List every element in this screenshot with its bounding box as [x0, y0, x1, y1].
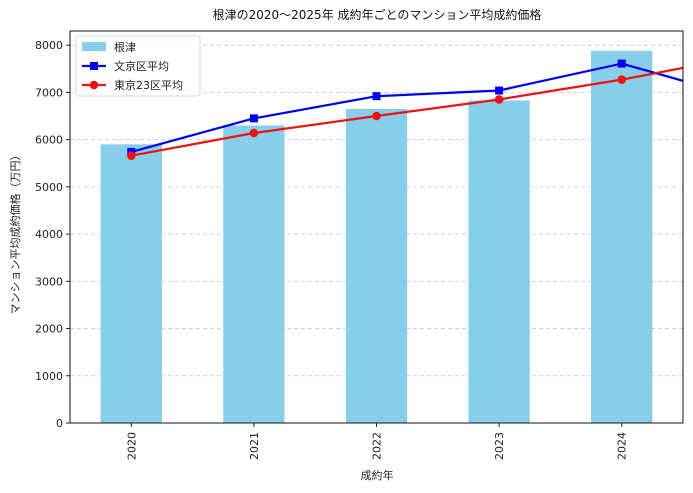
x-axis-title: 成約年 — [361, 468, 394, 482]
bar — [591, 50, 653, 423]
chart-title: 根津の2020〜2025年 成約年ごとのマンション平均成約価格 — [213, 7, 542, 22]
x-tick-label: 2022 — [371, 432, 384, 460]
series-point — [617, 75, 626, 84]
series-point — [495, 86, 504, 95]
series-point — [249, 114, 258, 123]
legend-marker — [89, 80, 99, 90]
series-point — [494, 95, 504, 104]
series-point — [249, 128, 259, 138]
y-tick-label: 3000 — [35, 275, 63, 288]
x-axis-ticks: 2020 2021 2022 2023 2024 — [125, 423, 629, 460]
bar — [223, 125, 285, 424]
y-tick-label: 6000 — [35, 134, 63, 147]
y-tick-label: 4000 — [35, 228, 63, 241]
series-line — [131, 66, 683, 157]
series-point — [617, 59, 626, 68]
legend-marker — [90, 62, 98, 70]
x-tick-label: 2021 — [248, 432, 261, 460]
series-line-group — [127, 66, 683, 160]
y-axis-title: マンション平均成約価格（万円） — [8, 150, 22, 315]
bar-series — [100, 50, 653, 424]
y-tick-label: 0 — [56, 417, 63, 430]
series-line — [131, 62, 683, 153]
series-point — [372, 92, 381, 101]
series-point — [127, 151, 136, 160]
bar — [345, 108, 408, 424]
y-axis-ticks: 0 1000 2000 3000 4000 5000 6000 7000 8000 — [35, 39, 70, 430]
x-tick-label: 2020 — [125, 432, 138, 460]
line-series — [127, 59, 683, 160]
bar — [468, 100, 530, 423]
legend-label: 東京23区平均 — [114, 78, 183, 92]
y-tick-label: 1000 — [35, 370, 63, 383]
x-tick-label: 2023 — [493, 432, 506, 460]
y-tick-label: 5000 — [35, 181, 63, 194]
y-tick-label: 8000 — [35, 39, 63, 52]
legend-label: 文京区平均 — [114, 59, 169, 73]
y-tick-label: 2000 — [35, 323, 63, 336]
legend-box — [75, 35, 201, 97]
bar — [100, 144, 162, 423]
legend-swatch — [82, 42, 106, 51]
series-point — [372, 111, 381, 121]
x-tick-label: 2024 — [616, 432, 629, 460]
legend-label: 根津 — [114, 40, 136, 54]
y-tick-label: 7000 — [35, 86, 63, 99]
